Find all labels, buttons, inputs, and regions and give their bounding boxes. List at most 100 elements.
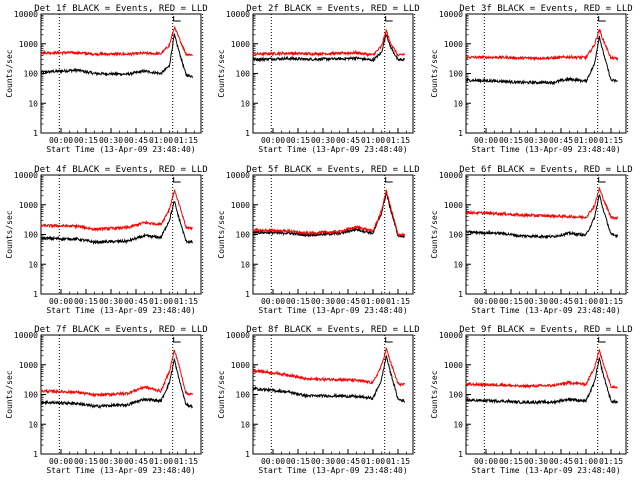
y-tick-label: 1: [245, 129, 250, 138]
panel-title: Det 2f BLACK = Events, RED = LLD: [246, 4, 419, 14]
y-tick-label: 1000: [444, 40, 463, 49]
detector-panel: Det 6f BLACK = Events, RED = LLD 1 10 100 10…: [430, 165, 633, 315]
x-tick-label: 00:00: [474, 457, 498, 466]
y-tick-label: 10: [28, 420, 38, 429]
y-tick-label: 10: [453, 99, 463, 108]
plot-frame: [252, 334, 414, 455]
panel-title: Det 5f BLACK = Events, RED = LLD: [246, 165, 419, 175]
plot-frame: [40, 174, 202, 295]
interval-bracket: [385, 177, 393, 183]
x-axis-label: Start Time (13-Apr-09 23:48:40): [471, 466, 620, 475]
x-tick-label: 00:45: [124, 457, 148, 466]
y-tick-label: 10: [240, 260, 250, 269]
y-tick-label: 1000: [19, 361, 38, 370]
y-tick-label: 10: [240, 420, 250, 429]
x-tick-label: 01:00: [574, 457, 598, 466]
y-tick-label: 1000: [231, 361, 250, 370]
x-tick-label: 01:15: [386, 297, 410, 306]
x-tick-label: 00:30: [311, 297, 335, 306]
x-axis-label: Start Time (13-Apr-09 23:48:40): [258, 466, 407, 475]
series-line: [252, 354, 406, 404]
panel-title: Det 9f BLACK = Events, RED = LLD: [459, 325, 632, 335]
x-tick-label: 00:45: [336, 136, 360, 145]
x-tick-label: 01:15: [386, 457, 410, 466]
interval-bracket: [598, 337, 606, 343]
x-tick-label: 00:30: [524, 297, 548, 306]
y-tick-label: 100: [236, 391, 251, 400]
y-tick-label: 100: [449, 231, 464, 240]
series-line: [40, 357, 194, 410]
y-tick-label: 1: [245, 290, 250, 299]
x-tick-label: 01:15: [599, 457, 623, 466]
y-tick-label: 1: [33, 290, 38, 299]
x-tick-label: 01:00: [149, 457, 173, 466]
x-tick-label: 01:00: [149, 297, 173, 306]
detector-panel: Det 4f BLACK = Events, RED = LLD 1 10 100 10…: [5, 165, 208, 315]
x-tick-label: 00:15: [286, 297, 310, 306]
x-tick-label: 01:00: [361, 136, 385, 145]
series-line: [465, 194, 619, 240]
series-line: [465, 349, 618, 390]
y-tick-label: 10000: [14, 10, 38, 19]
x-tick-label: 01:00: [574, 136, 598, 145]
x-tick-label: 00:00: [474, 297, 498, 306]
detector-panel: Det 3f BLACK = Events, RED = LLD 1 10 100 10…: [430, 4, 633, 154]
y-tick-label: 1000: [231, 40, 250, 49]
detector-panel: Det 8f BLACK = Events, RED = LLD 1 10 100 10…: [217, 325, 420, 475]
interval-bracket: [173, 177, 181, 183]
y-axis-label: Counts/sec: [430, 49, 439, 97]
x-tick-label: 00:00: [261, 457, 285, 466]
x-tick-label: 01:00: [574, 297, 598, 306]
y-tick-label: 10000: [226, 171, 250, 180]
x-tick-label: 01:15: [174, 457, 198, 466]
interval-bracket: [385, 16, 393, 22]
x-tick-label: 00:00: [49, 297, 73, 306]
x-tick-label: 00:30: [99, 297, 123, 306]
x-tick-label: 01:15: [174, 297, 198, 306]
x-tick-label: 01:15: [174, 136, 198, 145]
y-tick-label: 1000: [231, 201, 250, 210]
x-tick-label: 01:15: [599, 297, 623, 306]
x-tick-label: 00:15: [499, 457, 523, 466]
x-tick-label: 00:30: [99, 136, 123, 145]
x-tick-label: 00:00: [49, 136, 73, 145]
y-tick-label: 100: [449, 391, 464, 400]
panel-title: Det 6f BLACK = Events, RED = LLD: [459, 165, 632, 175]
x-tick-label: 00:45: [336, 457, 360, 466]
y-tick-label: 100: [24, 231, 39, 240]
detector-panel: Det 7f BLACK = Events, RED = LLD 1 10 100 10…: [5, 325, 208, 475]
y-tick-label: 10000: [226, 10, 250, 19]
series-line: [40, 349, 194, 398]
x-tick-label: 00:15: [286, 457, 310, 466]
series-line: [465, 357, 619, 406]
x-tick-label: 00:00: [261, 297, 285, 306]
y-tick-label: 1: [458, 129, 463, 138]
y-tick-label: 10000: [226, 331, 250, 340]
y-tick-label: 100: [24, 391, 39, 400]
y-axis-label: Counts/sec: [5, 49, 14, 97]
x-tick-label: 00:30: [99, 457, 123, 466]
x-axis-label: Start Time (13-Apr-09 23:48:40): [46, 466, 195, 475]
y-tick-label: 10000: [439, 171, 463, 180]
panel-title: Det 8f BLACK = Events, RED = LLD: [246, 325, 419, 335]
y-tick-label: 100: [449, 70, 464, 79]
y-tick-label: 10: [453, 420, 463, 429]
x-axis-label: Start Time (13-Apr-09 23:48:40): [471, 145, 620, 154]
series-line: [252, 29, 406, 58]
x-tick-label: 00:00: [261, 136, 285, 145]
series-line: [40, 33, 194, 79]
x-tick-label: 00:15: [286, 136, 310, 145]
x-axis-label: Start Time (13-Apr-09 23:48:40): [258, 306, 407, 315]
series-line: [40, 188, 194, 232]
plot-frame: [40, 334, 202, 455]
y-tick-label: 1: [245, 450, 250, 459]
y-tick-label: 10: [453, 260, 463, 269]
panel-title: Det 3f BLACK = Events, RED = LLD: [459, 4, 632, 14]
plot-frame: [465, 334, 627, 455]
y-tick-label: 10000: [439, 331, 463, 340]
detector-panel: Det 1f BLACK = Events, RED = LLD 1 10 100 10…: [5, 4, 208, 154]
x-tick-label: 00:15: [499, 136, 523, 145]
y-tick-label: 1000: [19, 40, 38, 49]
x-tick-label: 01:15: [599, 136, 623, 145]
x-axis-label: Start Time (13-Apr-09 23:48:40): [46, 306, 195, 315]
